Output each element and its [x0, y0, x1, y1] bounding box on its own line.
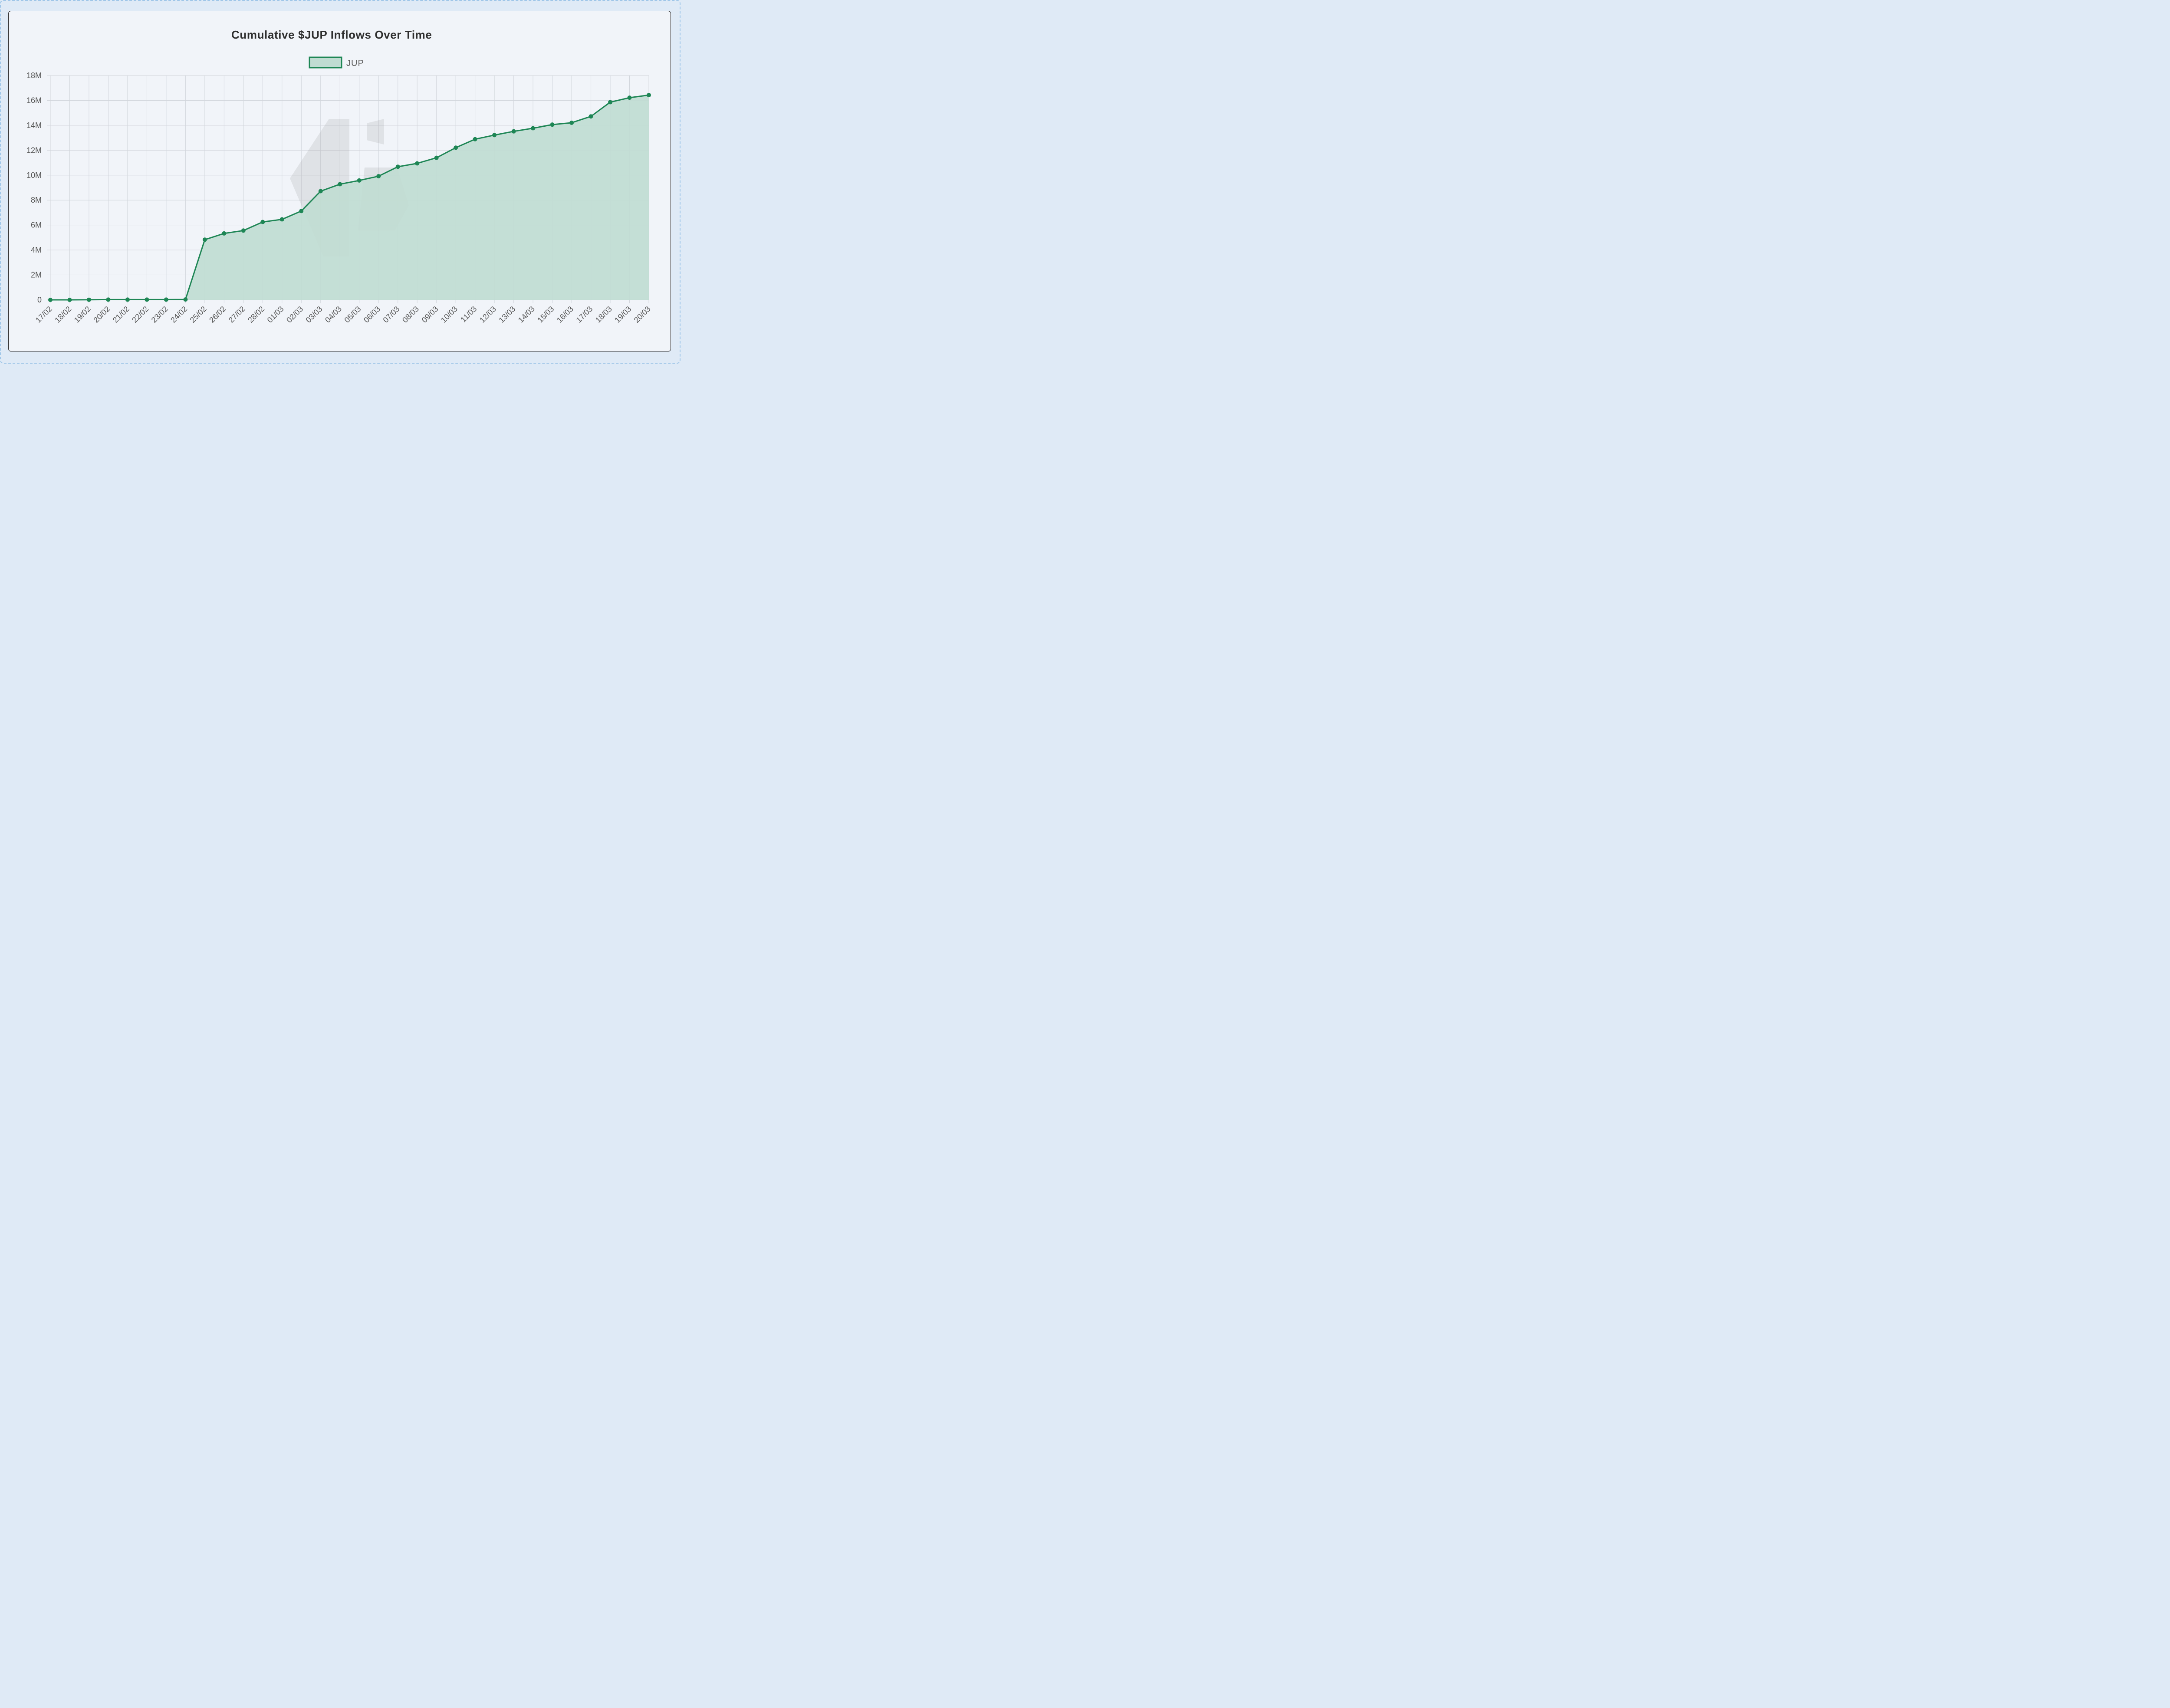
series-line-jup	[50, 94, 649, 301]
x-tick-label: 23/02	[150, 305, 170, 325]
y-tick-label: 0	[37, 296, 42, 304]
y-tick-label: 8M	[31, 196, 42, 204]
data-point-18-03[interactable]	[608, 100, 613, 105]
x-tick-label: 27/02	[227, 305, 247, 325]
x-tick-label: 28/02	[246, 305, 266, 325]
data-point-03-03[interactable]	[318, 189, 323, 194]
y-tick-label: 12M	[26, 146, 42, 154]
x-tick-label: 14/03	[516, 305, 536, 325]
x-tick-label: 25/02	[188, 305, 208, 325]
x-tick-label: 09/03	[420, 305, 440, 325]
data-point-09-03[interactable]	[434, 155, 439, 160]
x-tick-label: 21/02	[111, 305, 131, 325]
x-tick-label: 15/03	[536, 305, 556, 325]
data-point-06-03[interactable]	[376, 174, 381, 179]
x-tick-label: 11/03	[459, 305, 478, 324]
data-point-15-03[interactable]	[550, 122, 555, 127]
data-point-04-03[interactable]	[338, 182, 342, 187]
data-point-28-02[interactable]	[260, 220, 265, 224]
legend: JUP	[309, 56, 364, 69]
data-point-22-02[interactable]	[145, 297, 149, 302]
data-point-18-02[interactable]	[67, 298, 72, 302]
x-tick-label: 17/02	[34, 305, 54, 325]
y-tick-label: 16M	[26, 96, 42, 105]
x-tick-label: 19/03	[613, 305, 633, 325]
data-point-11-03[interactable]	[473, 137, 477, 141]
x-tick-label: 06/03	[362, 305, 382, 325]
data-point-13-03[interactable]	[511, 129, 516, 134]
y-tick-label: 2M	[31, 271, 42, 279]
data-point-01-03[interactable]	[279, 217, 284, 222]
y-tick-label: 14M	[26, 121, 42, 130]
data-point-02-03[interactable]	[299, 209, 304, 214]
x-tick-label: 20/03	[632, 305, 652, 325]
data-point-23-02[interactable]	[164, 297, 168, 302]
x-tick-label: 18/02	[53, 305, 73, 325]
y-tick-label: 10M	[26, 171, 42, 180]
data-point-14-03[interactable]	[531, 126, 536, 131]
x-tick-label: 04/03	[323, 305, 343, 325]
x-tick-label: 12/03	[478, 305, 498, 325]
data-points	[48, 93, 651, 302]
x-tick-label: 05/03	[343, 305, 363, 325]
y-tick-label: 18M	[26, 71, 42, 80]
x-tick-label: 02/03	[285, 305, 305, 325]
chart-title: Cumulative $JUP Inflows Over Time	[231, 28, 432, 41]
x-tick-label: 20/02	[92, 305, 112, 325]
x-tick-label: 07/03	[381, 305, 401, 325]
data-point-24-02[interactable]	[183, 297, 188, 302]
x-tick-label: 13/03	[497, 305, 517, 325]
chart-svg: 0 2M 4M 6M 8M 10M 12M 14M 16M 18M 17/0218/0219/02…	[26, 28, 652, 325]
data-point-20-02[interactable]	[106, 297, 111, 302]
data-point-07-03[interactable]	[395, 164, 400, 169]
x-tick-label: 22/02	[130, 305, 150, 325]
y-axis-ticks: 0 2M 4M 6M 8M 10M 12M 14M 16M 18M	[26, 71, 42, 304]
legend-swatch-jup[interactable]	[309, 56, 342, 69]
x-tick-label: 10/03	[439, 305, 459, 325]
data-point-12-03[interactable]	[492, 133, 497, 138]
x-tick-label: 16/03	[555, 305, 575, 325]
data-point-17-03[interactable]	[589, 114, 593, 119]
data-point-10-03[interactable]	[454, 145, 458, 150]
x-tick-label: 18/03	[594, 305, 614, 325]
data-point-19-03[interactable]	[627, 95, 632, 100]
x-tick-label: 08/03	[401, 305, 421, 325]
chart-card: 0 2M 4M 6M 8M 10M 12M 14M 16M 18M 17/02 18/02 19/02…	[8, 11, 671, 351]
data-point-20-03[interactable]	[647, 93, 651, 98]
data-point-16-03[interactable]	[569, 120, 574, 125]
data-point-19-02[interactable]	[86, 297, 91, 302]
x-tick-label: 19/02	[72, 305, 92, 325]
x-tick-label: 03/03	[304, 305, 324, 325]
y-tick-label: 6M	[31, 221, 42, 230]
x-axis-ticks: 17/0218/0219/0220/0221/0222/0223/0224/02…	[34, 305, 652, 325]
legend-label-jup[interactable]: JUP	[346, 59, 364, 68]
series-area-jup	[50, 95, 649, 300]
data-point-08-03[interactable]	[415, 161, 420, 166]
data-point-27-02[interactable]	[241, 228, 246, 233]
x-tick-label: 24/02	[169, 305, 189, 325]
outer-frame	[0, 0, 681, 364]
data-point-25-02[interactable]	[202, 237, 207, 242]
data-point-26-02[interactable]	[222, 231, 227, 236]
y-tick-label: 4M	[31, 246, 42, 254]
data-point-17-02[interactable]	[48, 298, 53, 302]
data-point-21-02[interactable]	[125, 297, 130, 302]
x-tick-label: 17/03	[574, 305, 594, 325]
x-tick-label: 26/02	[207, 305, 227, 325]
x-tick-label: 01/03	[266, 305, 286, 325]
data-point-05-03[interactable]	[357, 178, 362, 183]
